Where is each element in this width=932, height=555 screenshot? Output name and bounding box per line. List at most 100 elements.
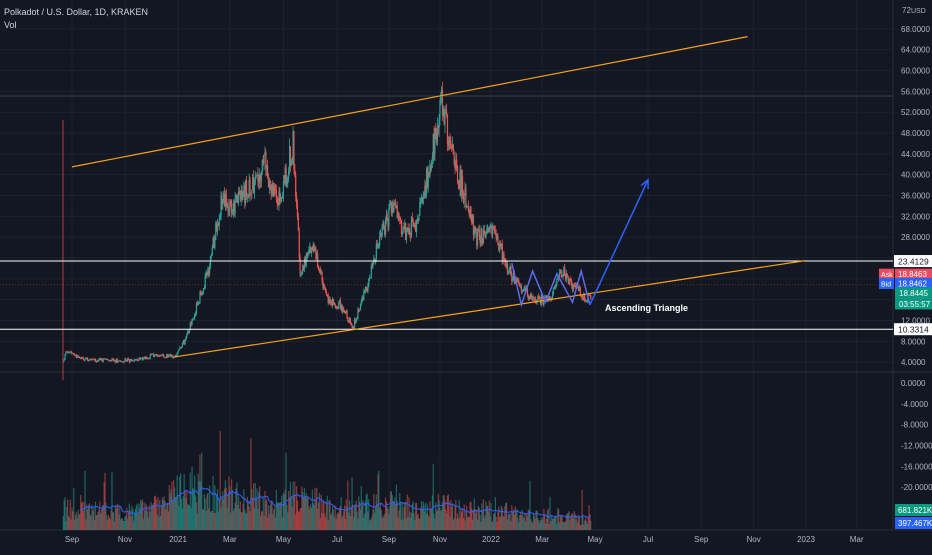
volume-bar [312,503,314,530]
volume-bar [335,518,337,530]
candle-body [318,268,321,270]
volume-bar [220,507,222,530]
volume-bar [110,509,112,530]
volume-bar [446,513,448,530]
volume-bar [497,511,499,530]
volume-bar [316,487,318,530]
volume-bar [413,513,415,530]
volume-bar [422,501,424,530]
price-axis-tick-label: 12.0000 [901,317,930,326]
volume-bar [535,510,537,530]
volume-bar [67,499,69,530]
volume-bar [103,481,105,530]
candle-body [572,284,575,290]
candle-body [70,351,72,354]
candle-body [328,298,330,304]
volume-bar [65,521,67,530]
candle-body [314,248,316,251]
volume-bar [260,511,263,530]
volume-bar [493,514,495,530]
candle-body [77,355,79,358]
candle-body [216,223,218,231]
candle-body [491,225,493,235]
volume-bar [565,514,568,530]
candle-body [65,351,67,355]
time-axis-tick-label: Nov [747,535,761,544]
volume-bar [298,512,300,530]
candle-body [320,271,322,274]
candle-body [410,217,413,237]
volume-bar [100,513,102,530]
volume-bar [140,499,142,530]
candle-body [532,297,534,299]
candle-body [364,290,366,292]
volume-bar [454,505,456,530]
candle-body [73,354,75,355]
volume-bar [554,516,556,530]
candle-body [358,309,360,311]
candle-body [512,278,514,282]
volume-bar [264,491,266,530]
volume-bar [328,500,330,530]
candle-body [441,90,443,96]
candle-body [446,111,448,115]
candle-body [92,358,94,360]
volume-bar [415,503,418,530]
candle-body [133,360,135,362]
candle-body [499,243,502,247]
volume-bar [590,520,592,530]
volume-bar [187,504,190,530]
volume-bar [384,513,386,530]
volume-bar [425,513,428,530]
volume-bar [482,511,484,530]
volume-bar [407,517,409,530]
candle-body [105,358,107,360]
candle-body [558,272,561,279]
candle-body [234,197,236,214]
candle-body [112,358,114,360]
candle-body [435,131,438,143]
candle-body [438,119,440,129]
candle-body [188,329,191,333]
candle-body [329,298,331,304]
candle-body [310,247,313,253]
candle-body [422,197,424,204]
candle-body [529,296,531,299]
candle-body [446,114,449,144]
candle-body [555,283,557,287]
volume-bar [236,482,238,530]
price-axis-tick-label: 32.0000 [901,212,930,221]
volume-bar [149,511,151,530]
candle-body [477,228,480,232]
candle-body [332,298,334,306]
candle-body [168,354,170,356]
volume-bar [450,499,452,530]
candle-body [283,181,285,183]
candle-body [197,303,199,306]
volume-bar [482,499,485,530]
candle-body [362,297,364,301]
candle-body [67,352,70,354]
candle-body [295,175,297,197]
volume-bar [526,515,529,530]
candle-body [478,228,480,237]
candle-body [203,287,205,289]
volume-bar [183,474,185,530]
volume-bar [154,495,157,530]
candle-body [146,358,149,359]
volume-bar [120,519,122,530]
volume-bar [451,503,454,530]
volume-bar [550,521,552,530]
candle-body [184,340,186,344]
candle-body [327,295,329,304]
volume-bar [477,519,479,530]
candle-body [126,360,128,362]
volume-bar [122,520,124,530]
volume-bar [161,497,163,530]
candle-body [412,220,414,227]
volume-bar [376,504,378,530]
volume-bar [428,516,430,530]
candle-body [425,168,428,194]
